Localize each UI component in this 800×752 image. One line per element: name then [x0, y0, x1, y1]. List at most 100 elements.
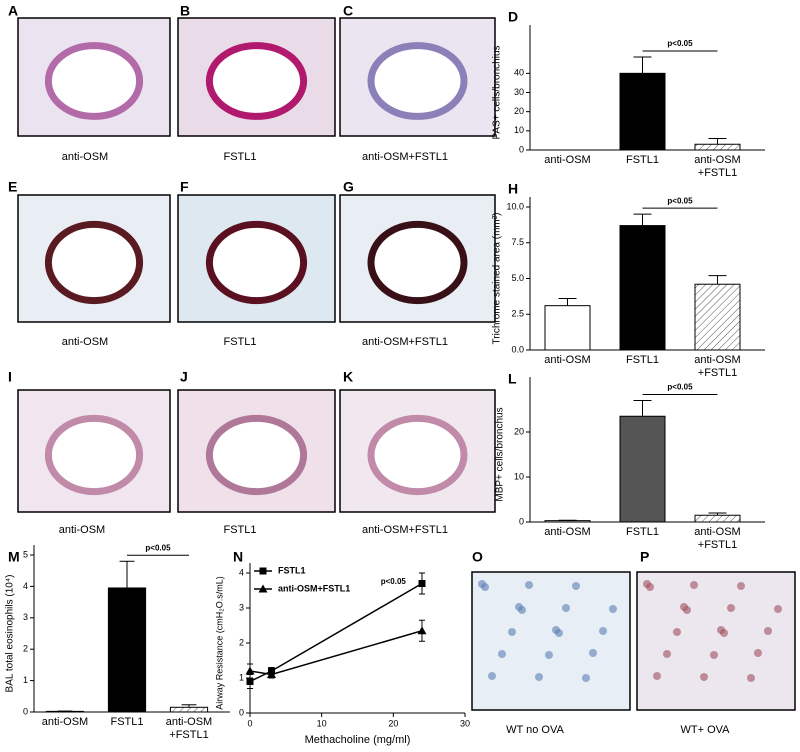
y-tick-label: 10.0 — [506, 201, 524, 211]
y-tick-label: 40 — [514, 68, 524, 78]
panel-letter: N — [233, 549, 243, 565]
x-tick-label: FSTL1 — [625, 354, 659, 366]
y-tick-label: 3 — [23, 612, 28, 622]
x-tick-label-box: FSTL1 — [625, 526, 659, 538]
legend-label: FSTL1 — [278, 565, 306, 575]
y-axis-label: PAS+ cells/bronchius — [492, 45, 503, 139]
cell — [535, 673, 543, 681]
cell — [764, 627, 772, 635]
bar — [619, 72, 666, 151]
panel-letter: J — [180, 369, 188, 385]
y-tick-label: 2 — [23, 644, 28, 654]
x-axis-label: Methacholine (mg/ml) — [305, 734, 411, 746]
x-tick-label: FSTL1 — [110, 716, 144, 728]
legend-marker — [258, 584, 268, 593]
y-tick-label: 2 — [239, 637, 244, 647]
x-tick-label: FSTL1 — [625, 154, 659, 166]
panel-letter: A — [8, 3, 18, 19]
cell — [555, 629, 563, 637]
micrograph — [636, 571, 796, 711]
x-tick-label: anti-OSM — [544, 354, 591, 366]
marker — [245, 666, 255, 675]
panel-letter: B — [180, 3, 190, 19]
x-tick-label: 10 — [317, 718, 327, 728]
panel-letter: G — [343, 179, 354, 195]
marker — [417, 626, 427, 635]
cell — [663, 650, 671, 658]
y-tick-label: 0 — [519, 516, 524, 526]
y-tick-label: 10 — [514, 125, 524, 135]
panel-caption: WT no OVA — [506, 724, 564, 736]
y-tick-label: 1 — [239, 672, 244, 682]
y-tick-label: 7.5 — [511, 237, 524, 247]
cell — [727, 604, 735, 612]
y-axis-label: MBP+ cells/bronchus — [495, 407, 506, 501]
x-tick-label-box: anti-OSM — [544, 354, 591, 366]
x-tick-label: anti-OSM — [544, 526, 591, 538]
annotation: p<0.05 — [145, 543, 171, 552]
airway-wall — [367, 414, 468, 496]
panel-caption: anti-OSM — [59, 524, 105, 536]
panel-letter: O — [472, 549, 483, 565]
cell — [488, 672, 496, 680]
bar — [107, 587, 147, 713]
panel-letter: K — [343, 369, 353, 385]
cell — [525, 581, 533, 589]
micrograph — [471, 571, 631, 711]
y-tick-label: 20 — [514, 106, 524, 116]
cell — [737, 582, 745, 590]
panel-letter: C — [343, 3, 353, 19]
panel-letter: L — [508, 371, 517, 387]
y-tick-label: 4 — [23, 581, 28, 591]
x-tick-label-box: FSTL1 — [110, 716, 144, 728]
y-tick-label: 10 — [514, 471, 524, 481]
panel-caption: anti-OSM+FSTL1 — [362, 151, 448, 163]
y-tick-label: 0 — [23, 706, 28, 716]
x-tick-label: 20 — [388, 718, 398, 728]
airway-wall — [44, 220, 144, 305]
cell — [710, 651, 718, 659]
cell — [720, 629, 728, 637]
x-tick-label-box: anti-OSM +FSTL1 — [694, 154, 740, 179]
x-tick-label-box: anti-OSM — [544, 154, 590, 166]
y-axis-label: Trichrome stained area (mm²) — [492, 213, 503, 345]
x-tick-label-box: anti-OSM +FSTL1 — [166, 716, 212, 741]
cell — [653, 672, 661, 680]
y-tick-label: 2.5 — [511, 309, 524, 319]
annotation: p<0.05 — [381, 577, 407, 586]
series-line — [249, 582, 423, 683]
x-tick-label: anti-OSM — [41, 716, 89, 728]
bar — [694, 143, 741, 151]
airway-wall — [367, 42, 468, 120]
cell — [518, 606, 526, 614]
airway-wall — [367, 220, 468, 305]
cell — [599, 627, 607, 635]
y-tick-label: 5 — [23, 549, 28, 559]
annotation: p<0.05 — [667, 196, 693, 205]
x-tick-label-box: FSTL1 — [625, 354, 659, 366]
panel-letter: M — [8, 549, 20, 565]
cell — [589, 649, 597, 657]
cell — [700, 673, 708, 681]
airway-wall — [44, 414, 144, 496]
x-tick-label: FSTL1 — [625, 526, 659, 538]
cell — [609, 605, 617, 613]
cell — [481, 583, 489, 591]
panel-caption: FSTL1 — [223, 336, 256, 348]
y-tick-label: 5.0 — [511, 273, 524, 283]
panel-caption: WT+ OVA — [681, 724, 731, 736]
airway-wall — [44, 42, 144, 120]
x-tick-label-box: anti-OSM +FSTL1 — [694, 354, 740, 379]
bar — [619, 225, 666, 351]
panel-letter: P — [640, 549, 649, 565]
cell — [545, 651, 553, 659]
panel-caption: FSTL1 — [223, 524, 256, 536]
y-axis-label: Airway Resistance (cmH₂O.s/mL) — [214, 576, 224, 710]
panel-letter: E — [8, 179, 17, 195]
x-tick-label: anti-OSM +FSTL1 — [694, 526, 741, 551]
panel-caption: anti-OSM+FSTL1 — [362, 524, 448, 536]
y-tick-label: 1 — [23, 675, 28, 685]
marker — [246, 678, 254, 685]
marker — [267, 670, 276, 678]
panel-letter: D — [508, 9, 518, 25]
